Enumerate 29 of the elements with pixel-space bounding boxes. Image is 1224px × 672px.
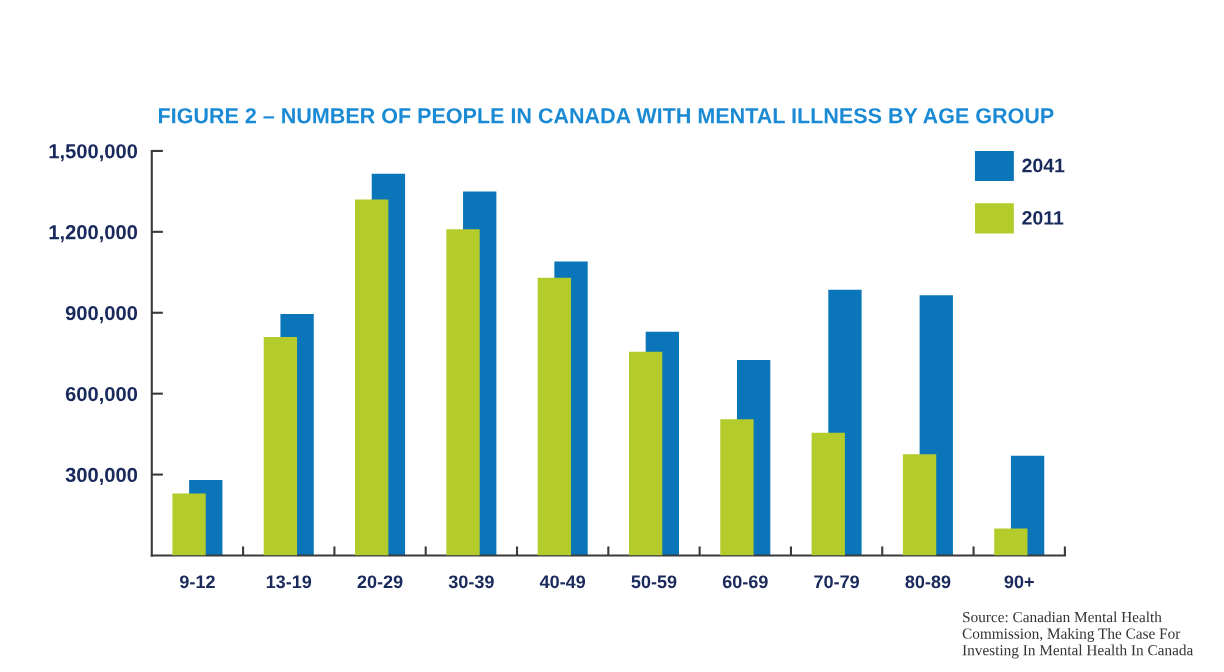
- legend-label: 2041: [1022, 158, 1065, 173]
- bar: [994, 528, 1028, 556]
- legend-label: 2011: [1022, 210, 1064, 225]
- x-tick-label: 80-89: [905, 575, 951, 589]
- bar: [811, 432, 845, 556]
- y-tick-label: 300,000: [65, 467, 138, 485]
- x-tick-label: 60-69: [722, 575, 768, 589]
- y-tick-label: 600,000: [65, 386, 138, 405]
- y-tick-label: 900,000: [65, 305, 138, 324]
- bar: [720, 419, 754, 556]
- bar: [446, 229, 480, 556]
- bar: [628, 351, 663, 556]
- x-tick-label: 20-29: [357, 575, 403, 589]
- bar: [537, 277, 571, 556]
- y-tick-label: 1,500,000: [49, 144, 138, 162]
- x-tick-label: 40-49: [539, 575, 586, 589]
- x-tick-label: 9-12: [179, 575, 215, 589]
- x-tick-label: 70-79: [814, 575, 860, 589]
- x-tick-label: 90+: [1004, 575, 1034, 589]
- bar: [355, 199, 389, 556]
- x-tick-label: 30-39: [448, 575, 494, 589]
- bar: [902, 454, 937, 556]
- source-note: Source: Canadian Mental Health Commission, Making The Case For Investing In Mental Health In Canada: [962, 611, 1194, 659]
- x-tick-label: 50-59: [631, 575, 677, 589]
- bar: [263, 337, 298, 556]
- bar: [172, 493, 206, 556]
- x-tick-label: 13-19: [266, 575, 312, 589]
- chart-title: FIGURE 2 – NUMBER OF PEOPLE IN CANADA WITH MENTAL ILLNESS BY AGE GROUP: [158, 108, 1054, 124]
- y-tick-label: 1,200,000: [49, 225, 138, 243]
